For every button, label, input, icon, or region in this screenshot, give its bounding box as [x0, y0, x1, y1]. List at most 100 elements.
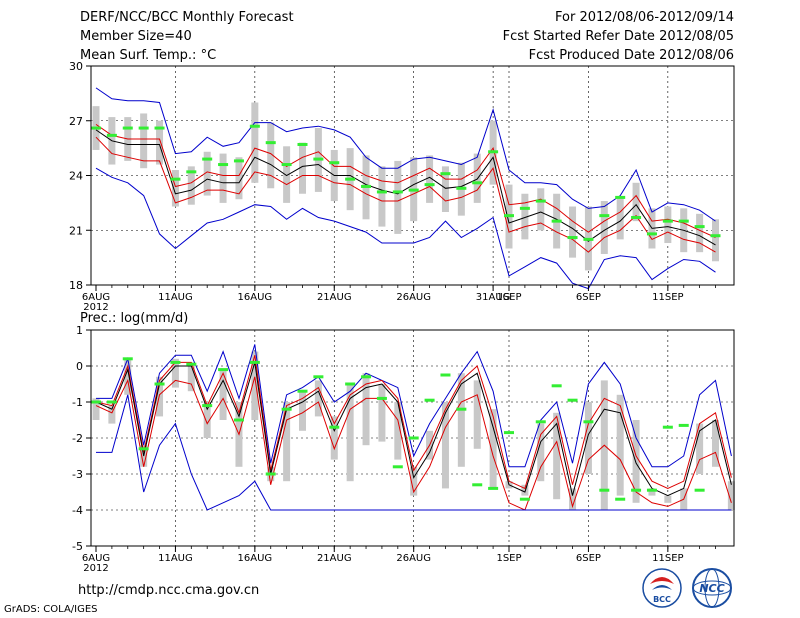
observed-mark — [122, 126, 133, 130]
y-tick-label: -5 — [72, 540, 83, 553]
series-min — [95, 167, 716, 290]
ncc-logo: NCC — [692, 568, 732, 608]
observed-mark — [91, 126, 101, 130]
logos: BCC NCC — [642, 568, 732, 608]
observed-mark — [662, 219, 673, 223]
spread-box — [140, 113, 148, 169]
spread-box — [187, 362, 195, 392]
observed-mark — [551, 384, 562, 388]
observed-mark — [297, 389, 308, 393]
x-tick-label: 26AUG — [396, 292, 431, 303]
variable-label: Mean Surf. Temp.: °C — [80, 48, 217, 63]
observed-mark — [408, 188, 419, 192]
chart-title: DERF/NCC/BCC Monthly Forecast — [80, 10, 294, 25]
series-max — [95, 87, 716, 222]
spread-box — [457, 373, 465, 467]
observed-mark — [170, 177, 181, 181]
spread-box — [299, 391, 306, 431]
observed-mark — [265, 472, 276, 476]
observed-mark — [519, 206, 530, 210]
spread-box — [441, 166, 449, 212]
observed-mark — [186, 362, 197, 366]
x-tick-label: 26AUG — [396, 553, 431, 564]
x-tick-label: 11SEP — [652, 553, 683, 564]
observed-mark — [678, 219, 689, 223]
spread-box — [156, 120, 164, 165]
observed-mark — [106, 133, 117, 137]
footer-url[interactable]: http://cmdp.ncc.cma.gov.cn — [78, 583, 260, 598]
y-tick-label: -4 — [72, 504, 83, 517]
x-tick-label: 16AUG — [238, 292, 273, 303]
spread-box — [616, 394, 624, 496]
spread-box — [632, 420, 640, 503]
x-tick-label: 31AUG — [476, 292, 511, 303]
spread-box — [696, 423, 704, 474]
observed-mark — [424, 398, 435, 402]
observed-mark — [186, 170, 197, 174]
observed-mark — [170, 360, 181, 364]
spread-box — [727, 481, 735, 510]
spread-box — [473, 380, 481, 449]
observed-mark — [154, 126, 165, 130]
observed-mark — [329, 425, 340, 429]
spread-box — [171, 170, 179, 207]
spread-box — [219, 153, 227, 203]
observed-mark — [392, 465, 403, 469]
observed-mark — [662, 425, 673, 429]
observed-mark — [249, 124, 260, 128]
observed-mark — [694, 225, 705, 229]
y-tick-label: 18 — [69, 279, 83, 292]
produced-date: Fcst Produced Date 2012/08/06 — [528, 48, 734, 63]
spread-box — [378, 384, 386, 442]
observed-mark — [694, 488, 705, 492]
y-tick-label: 1 — [76, 324, 83, 337]
spread-box — [362, 373, 370, 446]
bcc-logo: BCC — [642, 568, 682, 608]
observed-mark — [440, 172, 451, 176]
spread-box — [521, 484, 529, 496]
spread-box — [600, 201, 608, 254]
observed-mark — [646, 488, 657, 492]
observed-mark — [265, 141, 276, 145]
x-tick-label: 6SEP — [576, 292, 601, 303]
spread-box — [441, 402, 449, 489]
observed-mark — [535, 420, 546, 424]
observed-mark — [233, 418, 244, 422]
x-tick-label: 6AUG — [82, 553, 110, 564]
observed-mark — [106, 400, 117, 404]
spread-box — [187, 166, 195, 205]
spread-box — [426, 155, 434, 203]
spread-box — [219, 369, 227, 420]
series-min — [96, 394, 732, 511]
observed-mark — [122, 357, 133, 361]
spread-box — [267, 122, 275, 189]
observed-mark — [218, 163, 229, 167]
observed-mark — [440, 373, 451, 377]
y-tick-label: 27 — [69, 115, 83, 128]
observed-mark — [599, 214, 610, 218]
observed-mark — [583, 420, 594, 424]
spread-box — [537, 188, 545, 231]
observed-mark — [456, 186, 467, 190]
spread-box — [569, 206, 577, 258]
spread-box — [171, 358, 179, 388]
spread-box — [712, 219, 719, 262]
spread-box — [553, 412, 561, 500]
spread-box — [251, 351, 259, 420]
series-lower — [95, 136, 716, 253]
spread-box — [569, 488, 577, 510]
spread-box — [616, 197, 624, 240]
forecast-period: For 2012/08/06-2012/09/14 — [555, 10, 734, 25]
observed-mark — [345, 382, 356, 386]
spread-box — [235, 157, 243, 200]
observed-mark — [488, 150, 499, 154]
observed-mark — [646, 232, 657, 236]
observed-mark — [281, 407, 292, 411]
x-tick-label: 6AUG — [82, 292, 110, 303]
observed-mark — [361, 375, 372, 379]
x-tick-label: 21AUG — [317, 553, 352, 564]
y-tick-label: 0 — [76, 360, 83, 373]
y-tick-label: 21 — [69, 224, 83, 237]
observed-mark — [249, 360, 260, 364]
